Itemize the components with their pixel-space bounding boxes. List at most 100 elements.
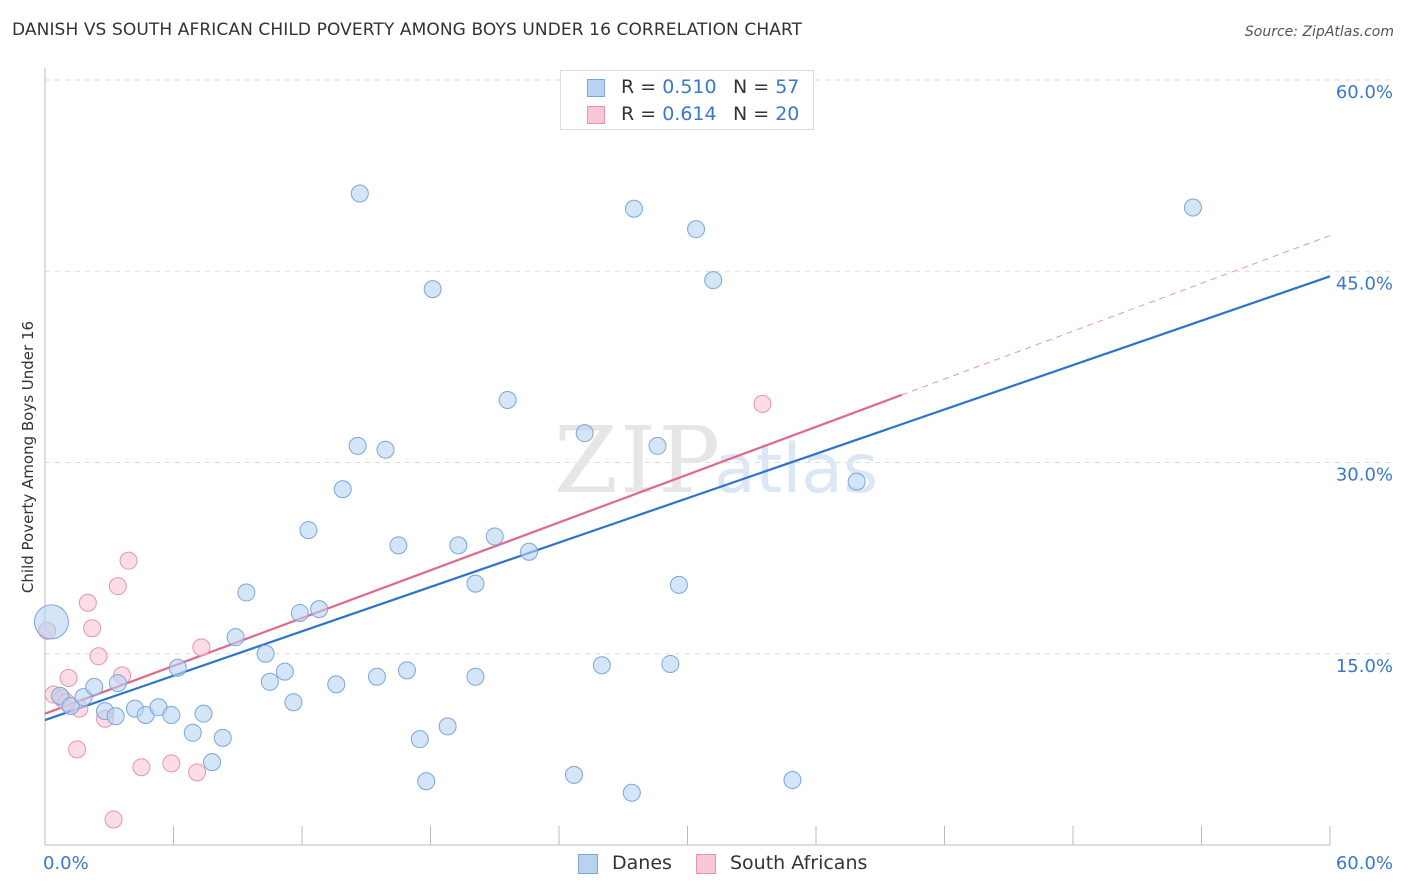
point-danes [290, 603, 309, 622]
point-south-africans [83, 619, 102, 638]
point-danes [33, 604, 69, 640]
point-danes [485, 527, 504, 546]
point-danes [624, 199, 643, 218]
point-south-africans [104, 810, 123, 829]
point-danes [397, 661, 416, 680]
point-danes [237, 583, 256, 602]
point-danes [622, 783, 641, 802]
point-danes [783, 770, 802, 789]
point-danes [284, 693, 303, 712]
point-danes [106, 707, 125, 726]
legend-swatch-south-africans-bottom [696, 854, 716, 874]
point-danes [213, 728, 232, 747]
point-danes [350, 184, 369, 203]
point-danes [162, 705, 181, 724]
point-danes [168, 658, 187, 677]
y-tick-label: 30.0% [1336, 465, 1393, 486]
trendline-south-africans-extension [901, 235, 1331, 396]
legend-n-south-africans: N = 20 [733, 103, 799, 125]
grid-layer [45, 79, 1395, 655]
axis-layer [44, 68, 1331, 846]
point-danes [389, 536, 408, 555]
point-danes [498, 391, 517, 410]
point-danes [466, 667, 485, 686]
trendline-danes [44, 275, 1331, 722]
legend-r-danes: R = 0.510 [621, 76, 717, 98]
point-danes [376, 440, 395, 459]
trend-layer [44, 235, 1331, 722]
x-tick-label: 60.0% [1336, 853, 1393, 874]
point-danes [847, 472, 866, 491]
trendline-south-africans [44, 393, 903, 715]
point-south-africans [119, 551, 138, 570]
point-danes [310, 600, 329, 619]
point-south-africans [188, 763, 207, 782]
y-tick-label: 60.0% [1336, 82, 1393, 103]
x-tick-label: 0.0% [43, 853, 89, 874]
point-danes [661, 654, 680, 673]
point-danes [203, 753, 222, 772]
point-danes [108, 674, 127, 693]
legend-r-label-south-africans: R = [621, 103, 663, 125]
label-layer: 15.0% 30.0% 45.0% 60.0% 0.0% 60.0% [43, 82, 1393, 874]
point-south-africans [132, 758, 151, 777]
point-danes [564, 765, 583, 784]
legend-label-south-africans: South Africans [730, 852, 868, 874]
source-label: Source: ZipAtlas.com [1244, 24, 1394, 40]
point-south-africans [192, 638, 211, 657]
point-south-africans [753, 394, 772, 413]
point-danes [669, 575, 688, 594]
point-danes [183, 723, 202, 742]
legend-n-danes: N = 57 [733, 76, 799, 98]
point-danes [260, 672, 279, 691]
point-danes [648, 436, 667, 455]
point-danes [575, 424, 594, 443]
legend-r-label-danes: R = [621, 76, 663, 98]
point-danes [592, 656, 611, 675]
y-tick-label: 15.0% [1336, 656, 1393, 677]
point-south-africans [78, 593, 97, 612]
legend-n-label-danes: N = [733, 76, 776, 98]
point-danes [704, 271, 723, 290]
point-danes [687, 220, 706, 239]
point-danes [417, 772, 436, 791]
y-tick-label: 45.0% [1336, 273, 1393, 294]
point-danes [438, 717, 457, 736]
point-south-africans [59, 668, 78, 687]
legend-r-value-danes: 0.510 [662, 76, 717, 98]
point-danes [333, 480, 352, 499]
point-south-africans [89, 647, 108, 666]
legend-swatch-danes-bottom [578, 854, 598, 874]
point-danes [466, 574, 485, 593]
point-layer [33, 184, 1202, 829]
point-south-africans [68, 740, 87, 759]
point-danes [194, 704, 213, 723]
legend-swatch-south-africans [587, 106, 605, 124]
chart-title: DANISH VS SOUTH AFRICAN CHILD POVERTY AM… [12, 20, 803, 40]
point-danes [423, 280, 442, 299]
point-danes [226, 628, 245, 647]
legend-label-danes: Danes [612, 852, 672, 874]
point-danes [410, 730, 429, 749]
point-south-africans [162, 754, 181, 773]
point-danes [367, 667, 386, 686]
point-danes [1183, 198, 1202, 217]
point-danes [348, 436, 367, 455]
legend-r-value-south-africans: 0.614 [662, 103, 717, 125]
point-danes [275, 662, 294, 681]
point-danes [327, 675, 346, 694]
point-danes [61, 697, 80, 716]
point-danes [449, 536, 468, 555]
legend-n-value-south-africans: 20 [775, 103, 800, 125]
watermark-atlas: atlas [714, 430, 878, 509]
legend-n-label-south-africans: N = [733, 103, 776, 125]
series-legend: Danes South Africans [0, 852, 1406, 876]
legend-r-south-africans: R = 0.614 [621, 103, 717, 125]
point-danes [520, 542, 539, 561]
point-danes [299, 521, 318, 540]
point-danes [256, 644, 275, 663]
legend-swatch-danes [587, 79, 605, 97]
y-axis-label: Child Poverty Among Boys Under 16 [19, 320, 37, 594]
point-danes [85, 677, 104, 696]
